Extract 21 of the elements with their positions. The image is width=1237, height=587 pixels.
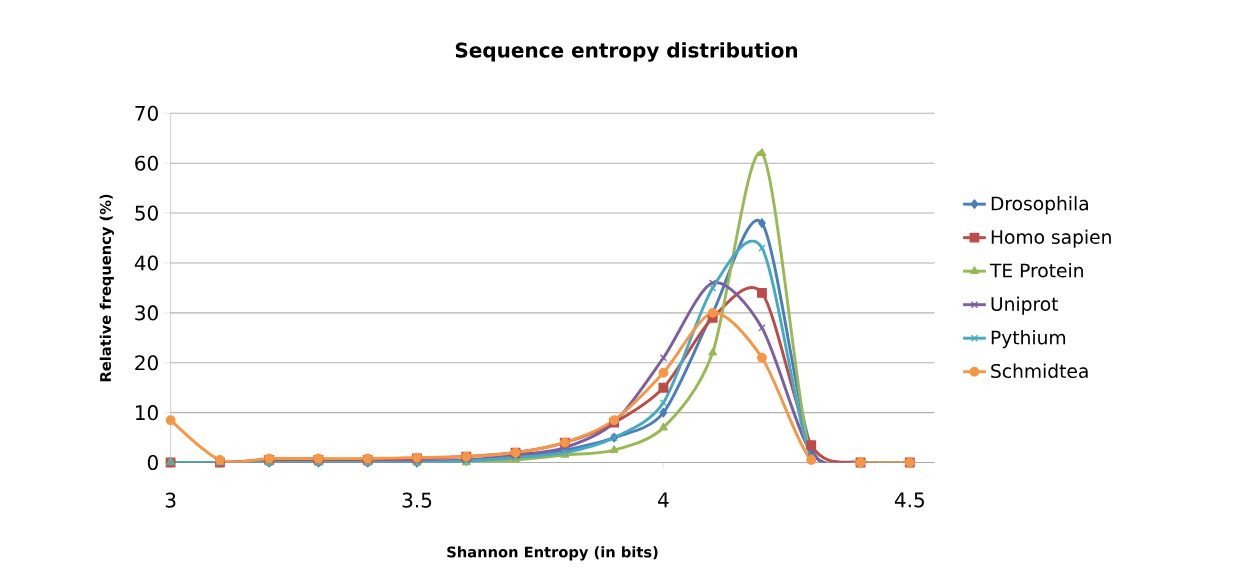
x-tick-label: 4.5 bbox=[894, 492, 924, 508]
y-tick-label: 50 bbox=[135, 205, 158, 221]
y-tick-label: 0 bbox=[147, 455, 158, 471]
y-tick-label: 70 bbox=[135, 105, 158, 122]
legend-label: TE Protein bbox=[989, 263, 1083, 278]
y-axis-title: Relative frequency (%) bbox=[99, 194, 114, 382]
chart-title: Sequence entropy distribution bbox=[455, 42, 798, 62]
y-tick-label: 30 bbox=[135, 305, 158, 321]
x-tick-label: 3.5 bbox=[402, 492, 432, 508]
y-tick-label: 20 bbox=[135, 355, 158, 371]
legend-label: Homo sapien bbox=[991, 229, 1111, 248]
legend-label: Drosophila bbox=[991, 196, 1088, 215]
legend-label: Schmidtea bbox=[991, 363, 1088, 379]
y-tick-label: 60 bbox=[135, 155, 158, 171]
legend-label: Uniprot bbox=[991, 296, 1059, 315]
y-tick-label: 40 bbox=[134, 255, 158, 271]
y-tick-label: 10 bbox=[136, 405, 158, 421]
x-axis-title: Shannon Entropy (in bits) bbox=[447, 546, 658, 561]
x-tick-label: 3 bbox=[165, 492, 176, 508]
legend-label: Pythium bbox=[991, 330, 1066, 349]
x-tick-label: 4 bbox=[658, 492, 669, 508]
